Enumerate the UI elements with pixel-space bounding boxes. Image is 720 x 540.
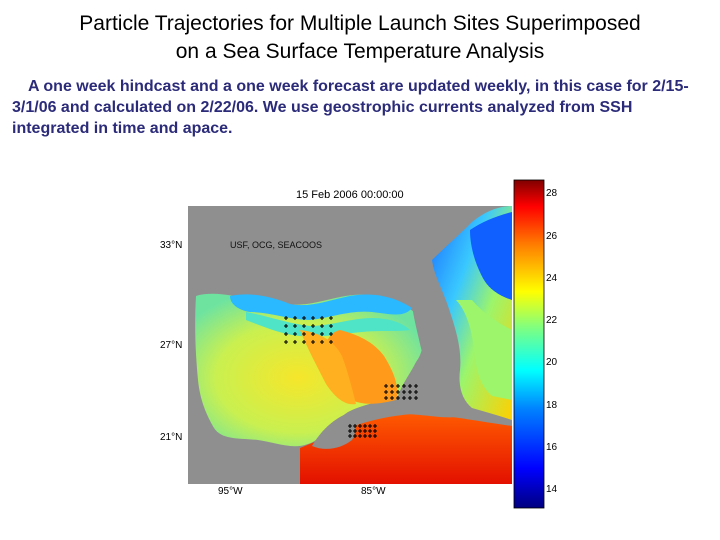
particle-marker	[414, 384, 418, 388]
particle-marker	[396, 384, 400, 388]
particle-marker	[373, 429, 377, 433]
particle-marker	[320, 340, 324, 344]
particle-marker	[311, 324, 315, 328]
atlantic-gulf-stream	[456, 300, 512, 400]
particle-marker	[293, 316, 297, 320]
particle-marker	[302, 340, 306, 344]
cuba-land	[382, 398, 472, 418]
particle-marker	[402, 396, 406, 400]
particle-markers	[284, 316, 418, 438]
particle-marker	[408, 396, 412, 400]
particle-marker	[373, 424, 377, 428]
particle-marker	[368, 429, 372, 433]
particle-marker	[363, 429, 367, 433]
particle-marker	[302, 332, 306, 336]
particle-marker	[284, 324, 288, 328]
particle-marker	[353, 424, 357, 428]
particle-marker	[284, 332, 288, 336]
slide-title: Particle Trajectories for Multiple Launc…	[79, 12, 641, 63]
particle-marker	[311, 316, 315, 320]
shelf-transition-band	[246, 312, 410, 337]
particle-marker	[293, 332, 297, 336]
particle-marker	[320, 324, 324, 328]
particle-marker	[396, 396, 400, 400]
particle-marker	[293, 324, 297, 328]
particle-marker	[414, 396, 418, 400]
particle-marker	[358, 429, 362, 433]
colorbar-tick-18: 18	[546, 400, 558, 411]
particle-marker	[396, 390, 400, 394]
particle-marker	[311, 340, 315, 344]
particle-marker	[368, 424, 372, 428]
particle-marker	[329, 324, 333, 328]
atlantic-cold-slope-water	[470, 212, 512, 300]
map-credit: USF, OCG, SEACOOS	[230, 240, 323, 250]
particle-marker	[408, 390, 412, 394]
particle-marker	[408, 384, 412, 388]
particle-marker	[348, 424, 352, 428]
particle-marker	[293, 340, 297, 344]
slide-description: A one week hindcast and a one week forec…	[12, 78, 689, 137]
particle-marker	[284, 316, 288, 320]
colorbar-tick-22: 22	[546, 315, 558, 326]
particle-marker	[384, 384, 388, 388]
colorbar	[513, 179, 545, 509]
colorbar-tick-16: 16	[546, 442, 558, 453]
particle-marker	[329, 332, 333, 336]
map-timestamp: 15 Feb 2006 00:00:00	[296, 189, 404, 201]
lon-label-95w: 95°W	[218, 486, 243, 497]
particle-marker	[284, 340, 288, 344]
particle-marker	[353, 429, 357, 433]
loop-current-edge	[300, 330, 356, 405]
particle-marker	[358, 434, 362, 438]
particle-marker	[368, 434, 372, 438]
particle-marker	[402, 384, 406, 388]
florida-land	[412, 294, 447, 382]
lat-label-21n: 21°N	[160, 432, 183, 443]
particle-marker	[320, 332, 324, 336]
colorbar-tick-28: 28	[546, 188, 558, 199]
particle-marker	[390, 384, 394, 388]
particle-marker	[390, 390, 394, 394]
particle-marker	[302, 324, 306, 328]
particle-marker	[348, 434, 352, 438]
particle-marker	[348, 429, 352, 433]
particle-marker	[384, 390, 388, 394]
colorbar-tick-26: 26	[546, 231, 558, 242]
particle-marker	[302, 316, 306, 320]
colorbar-tick-20: 20	[546, 357, 558, 368]
colorbar-tick-24: 24	[546, 273, 558, 284]
particle-marker	[414, 390, 418, 394]
particle-marker	[363, 434, 367, 438]
yucatan-land	[312, 414, 356, 449]
lon-label-85w: 85°W	[361, 486, 386, 497]
particle-marker	[373, 434, 377, 438]
lat-label-33n: 33°N	[160, 240, 183, 251]
colorbar-tick-14: 14	[546, 484, 558, 495]
particle-marker	[353, 434, 357, 438]
particle-marker	[329, 316, 333, 320]
particle-marker	[320, 316, 324, 320]
gulf-of-mexico-water	[195, 293, 424, 447]
particle-marker	[390, 396, 394, 400]
particle-marker	[402, 390, 406, 394]
particle-marker	[329, 340, 333, 344]
particle-marker	[384, 396, 388, 400]
particle-marker	[358, 424, 362, 428]
particle-marker	[363, 424, 367, 428]
lat-label-27n: 27°N	[160, 340, 183, 351]
particle-marker	[311, 332, 315, 336]
northern-gulf-shelf	[230, 294, 412, 320]
